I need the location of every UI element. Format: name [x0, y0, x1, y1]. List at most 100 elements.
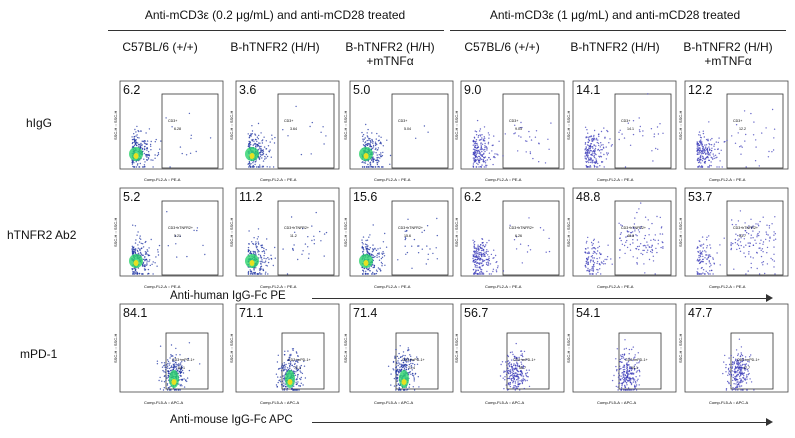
event-dot [730, 354, 732, 357]
event-dot [591, 273, 593, 275]
event-dot [502, 270, 505, 272]
event-dot [736, 374, 738, 376]
event-dot [400, 370, 402, 372]
event-dot [701, 166, 704, 168]
event-dot [589, 146, 592, 148]
event-dot [709, 270, 711, 272]
event-dot [247, 133, 249, 135]
event-dot [698, 161, 701, 163]
event-dot [473, 273, 475, 275]
event-dot [539, 227, 542, 229]
event-dot [404, 236, 406, 238]
event-dot [186, 380, 188, 383]
event-dot [142, 246, 145, 248]
event-dot [717, 141, 719, 144]
event-dot [409, 371, 411, 373]
event-dot [258, 134, 260, 137]
event-dot [765, 233, 768, 235]
event-dot [180, 383, 182, 386]
event-dot [508, 370, 510, 372]
event-dot [266, 265, 268, 267]
event-dot [768, 225, 771, 227]
event-dot [743, 246, 745, 248]
event-dot [374, 143, 377, 145]
gate-value: 3.64 [290, 127, 297, 131]
event-dot [472, 268, 475, 271]
event-dot [275, 373, 278, 375]
event-dot [661, 233, 664, 235]
event-dot [253, 140, 255, 142]
event-dot [750, 354, 752, 356]
event-dot [473, 154, 476, 157]
event-dot [247, 271, 250, 274]
event-dot [482, 153, 485, 155]
event-dot [620, 382, 622, 385]
event-dot [363, 162, 365, 164]
event-dot [708, 143, 710, 145]
event-dot [750, 234, 752, 236]
event-dot [584, 148, 587, 150]
event-dot [264, 261, 266, 264]
event-dot [140, 130, 142, 132]
event-dot [264, 155, 266, 158]
event-dot [509, 371, 512, 373]
event-dot [510, 364, 512, 366]
group-underline-right [450, 30, 786, 31]
event-dot [619, 249, 621, 251]
event-dot [638, 245, 640, 247]
event-dot [740, 389, 742, 391]
event-dot [630, 369, 633, 372]
event-dot [597, 241, 600, 243]
event-dot [362, 236, 365, 238]
event-dot [136, 134, 138, 136]
event-dot [526, 372, 529, 374]
event-dot [586, 258, 588, 260]
event-dot [406, 364, 408, 366]
event-dot [592, 152, 594, 155]
column-label-3: B-hTNFR2 (H/H) +mTNFα [345, 40, 435, 68]
event-dot [731, 363, 733, 365]
event-dot [179, 146, 182, 148]
event-dot [762, 241, 765, 243]
event-dot [728, 381, 730, 384]
event-dot [148, 254, 151, 257]
event-dot [179, 372, 182, 374]
gate-value: 14.1 [627, 127, 634, 131]
event-dot [589, 165, 591, 167]
event-dot [379, 247, 381, 249]
flow-plot-r3-c3: CD3+mPD-1+ 71.4 Comp-FL5-A :: APC-A SSC-H :… [344, 303, 454, 408]
event-dot [734, 238, 737, 241]
event-dot [297, 258, 299, 261]
event-dot [477, 246, 479, 248]
percentage-value: 84.1 [123, 306, 148, 320]
event-dot [266, 155, 269, 158]
event-dot [189, 152, 192, 154]
event-dot [269, 149, 271, 151]
event-dot [750, 381, 753, 383]
event-dot [591, 244, 593, 246]
event-dot [625, 347, 627, 350]
event-dot [480, 154, 482, 156]
event-dot [156, 265, 158, 267]
event-dot [698, 165, 700, 167]
event-dot [587, 152, 590, 154]
event-dot [265, 271, 267, 273]
event-dot [365, 239, 367, 242]
event-dot [371, 273, 373, 275]
event-dot [512, 364, 515, 367]
event-dot [485, 166, 487, 168]
event-dot [365, 123, 367, 126]
event-dot [280, 384, 283, 386]
event-dot [183, 386, 186, 388]
event-dot [514, 382, 517, 384]
event-dot [709, 139, 712, 141]
event-dot [161, 362, 163, 364]
event-dot [190, 137, 192, 140]
event-dot [132, 224, 134, 226]
event-dot [179, 354, 181, 356]
event-dot [697, 151, 699, 153]
event-dot [701, 143, 703, 145]
event-dot [745, 244, 747, 246]
event-dot [473, 143, 476, 145]
